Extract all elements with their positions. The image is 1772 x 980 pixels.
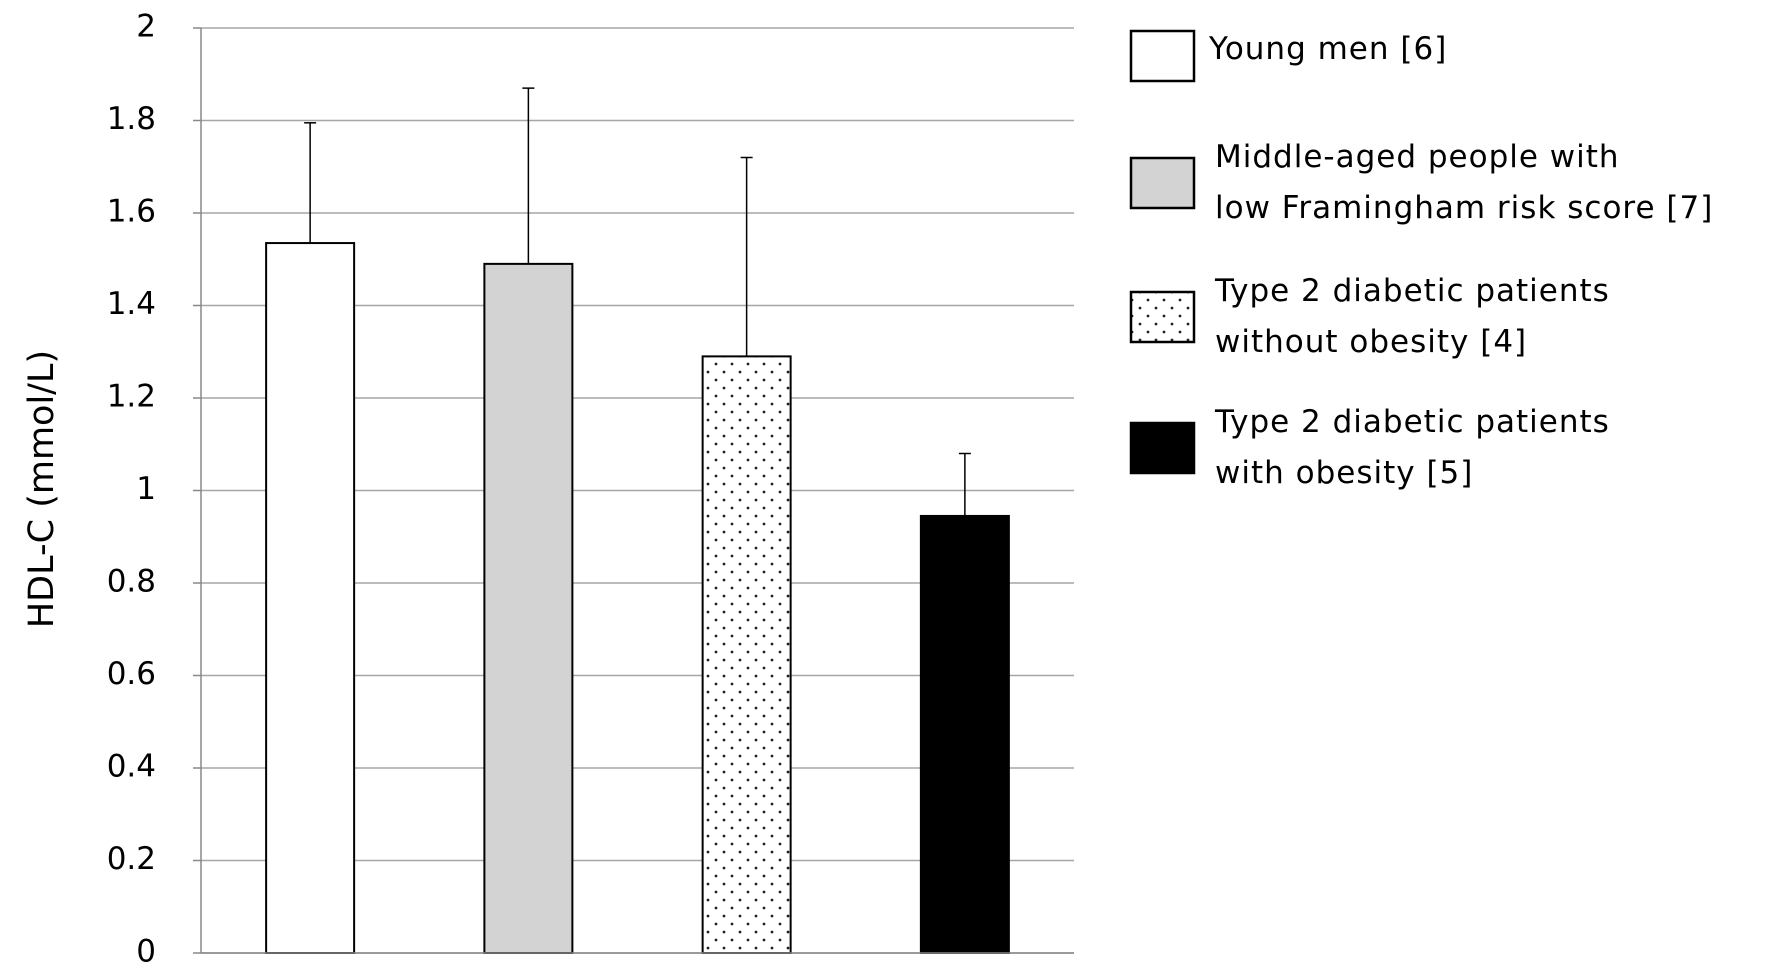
legend-label: Middle-aged people with low Framingham r…: [1215, 139, 1714, 226]
legend-swatch: [1129, 421, 1196, 475]
legend-label: Young men [6]: [1209, 31, 1448, 67]
legend-swatch: [1129, 156, 1196, 210]
y-tick-label: 1.2: [107, 379, 156, 415]
bar: [919, 514, 1010, 954]
bar: [265, 242, 356, 954]
legend-swatch: [1129, 290, 1196, 344]
y-tick-label: 1.4: [107, 286, 156, 322]
legend-label: Type 2 diabetic patients with obesity [5…: [1215, 404, 1610, 491]
legend-swatch: [1129, 29, 1196, 83]
y-axis-title: HDL-C (mmol/L): [22, 350, 62, 628]
y-tick-label: 1.8: [107, 101, 156, 137]
y-tick-label: 0.8: [107, 564, 156, 600]
bar: [701, 355, 792, 954]
y-tick-label: 0.6: [107, 656, 156, 692]
y-tick-label: 2: [136, 9, 156, 45]
y-tick-label: 0.2: [107, 841, 156, 877]
bar: [483, 262, 574, 954]
y-tick-label: 0: [136, 934, 156, 970]
y-tick-label: 0.4: [107, 749, 156, 785]
y-tick-label: 1: [136, 471, 156, 507]
legend-label: Type 2 diabetic patients without obesity…: [1215, 273, 1610, 360]
y-tick-label: 1.6: [107, 194, 156, 230]
